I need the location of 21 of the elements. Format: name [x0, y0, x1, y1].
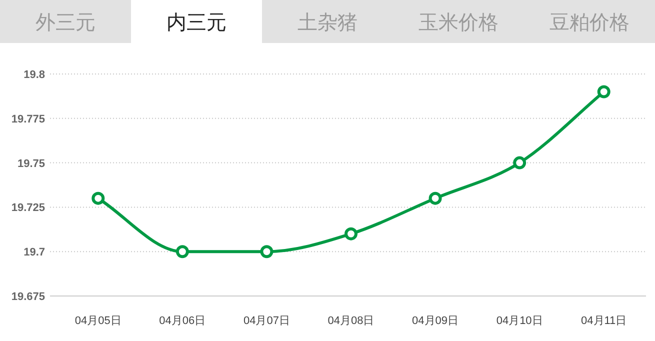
- point: [513, 156, 526, 170]
- point: [428, 192, 442, 205]
- x-tick-label: 04月08日: [328, 315, 374, 327]
- x-tick-label: 04月07日: [243, 315, 290, 327]
- x-tick-label: 04月11日: [581, 315, 627, 327]
- point: [92, 192, 105, 205]
- x-tick-label: 04月05日: [74, 315, 122, 327]
- y-tick-label: 19.675: [11, 291, 45, 303]
- x-tick-label: 04月10日: [496, 315, 543, 327]
- x-tick-label: 04月06日: [159, 315, 206, 327]
- y-tick-label: 19.8: [24, 69, 45, 81]
- point: [344, 227, 358, 240]
- point: [260, 245, 274, 258]
- point: [176, 245, 189, 258]
- chart-title: 内三元: [166, 12, 226, 34]
- y-tick-label: 19.725: [11, 202, 45, 214]
- y-tick-label: 19.775: [11, 113, 45, 126]
- y-tick-label: 19.7: [24, 246, 45, 259]
- y-tick-label: 19.75: [17, 158, 45, 170]
- point: [597, 85, 610, 98]
- x-tick-label: 04月09日: [412, 315, 459, 327]
